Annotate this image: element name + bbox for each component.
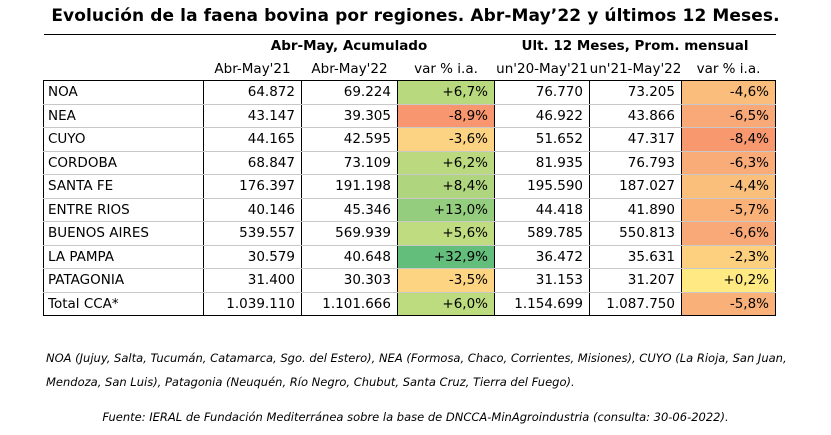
abr-may-22-value: 42.595 (301, 127, 398, 152)
jun21-may22-value: 76.793 (589, 151, 682, 175)
abr-may-22-value: 69.224 (301, 80, 398, 105)
col-header-jun21-may22: un'21-May'22 (589, 57, 682, 81)
abr-may-21-value: 176.397 (203, 174, 302, 199)
group-header-acumulado: Abr-May, Acumulado (203, 34, 495, 58)
abr-may-21-value: 539.557 (203, 221, 302, 246)
abr-may-21-value: 40.146 (203, 198, 302, 222)
jun20-may21-value: 46.922 (494, 104, 590, 128)
jun20-may21-value: 76.770 (494, 80, 590, 105)
jun21-may22-value: 550.813 (589, 221, 682, 246)
var-ult12-value: -4,6% (681, 80, 776, 105)
var-ult12-value: -2,3% (681, 245, 776, 269)
col-header-jun20-may21: un'20-May'21 (494, 57, 590, 81)
col-header-var-ult12: var % i.a. (681, 57, 776, 81)
total-jun20-may21: 1.154.699 (494, 291, 590, 316)
jun21-may22-value: 41.890 (589, 198, 682, 222)
total-abr-may-22: 1.101.666 (301, 291, 398, 316)
region-name: ENTRE RIOS (43, 198, 204, 222)
var-acum-value: +32,9% (397, 245, 495, 269)
table-row: PATAGONIA 31.400 30.303 -3,5% 31.153 31.207 +0… (43, 268, 776, 293)
jun21-may22-value: 47.317 (589, 127, 682, 152)
table-row: BUENOS AIRES 539.557 569.939 +5,6% 589.785 55… (43, 221, 776, 246)
table-row: SANTA FE 176.397 191.198 +8,4% 195.590 187.02… (43, 174, 776, 199)
jun21-may22-value: 31.207 (589, 268, 682, 293)
jun20-may21-value: 589.785 (494, 221, 590, 246)
jun20-may21-value: 195.590 (494, 174, 590, 199)
slaughter-table: Abr-May, Acumulado Ult. 12 Meses, Prom. … (43, 34, 776, 316)
total-var-ult12: -5,8% (681, 291, 776, 316)
source-note: Fuente: IERAL de Fundación Mediterránea … (102, 410, 729, 424)
region-name: NOA (43, 80, 204, 105)
group-header-ult12: Ult. 12 Meses, Prom. mensual (494, 34, 776, 58)
col-header-abr-may-22: Abr-May'22 (301, 57, 398, 81)
abr-may-22-value: 39.305 (301, 104, 398, 128)
var-acum-value: +13,0% (397, 198, 495, 222)
var-acum-value: -8,9% (397, 104, 495, 128)
regions-footnote: NOA (Jujuy, Salta, Tucumán, Catamarca, S… (46, 351, 787, 389)
region-name: PATAGONIA (43, 268, 204, 293)
var-ult12-value: -6,3% (681, 151, 776, 175)
abr-may-22-value: 191.198 (301, 174, 398, 199)
var-ult12-value: -4,4% (681, 174, 776, 199)
abr-may-22-value: 30.303 (301, 268, 398, 293)
var-ult12-value: +0,2% (681, 268, 776, 293)
total-jun21-may22: 1.087.750 (589, 291, 682, 316)
abr-may-21-value: 31.400 (203, 268, 302, 293)
jun20-may21-value: 31.153 (494, 268, 590, 293)
var-ult12-value: -6,6% (681, 221, 776, 246)
group-header-row: Abr-May, Acumulado Ult. 12 Meses, Prom. … (43, 34, 776, 58)
abr-may-21-value: 68.847 (203, 151, 302, 175)
jun20-may21-value: 36.472 (494, 245, 590, 269)
region-name: LA PAMPA (43, 245, 204, 269)
var-acum-value: -3,5% (397, 268, 495, 293)
var-ult12-value: -8,4% (681, 127, 776, 152)
region-name: SANTA FE (43, 174, 204, 199)
abr-may-22-value: 73.109 (301, 151, 398, 175)
region-name: BUENOS AIRES (43, 221, 204, 246)
region-name: CUYO (43, 127, 204, 152)
table-row: NEA 43.147 39.305 -8,9% 46.922 43.866 -6,5% (43, 104, 776, 128)
region-name: CORDOBA (43, 151, 204, 175)
col-header-abr-may-21: Abr-May'21 (203, 57, 302, 81)
abr-may-21-value: 43.147 (203, 104, 302, 128)
var-acum-value: -3,6% (397, 127, 495, 152)
table-row: CORDOBA 68.847 73.109 +6,2% 81.935 76.793 -6,3… (43, 151, 776, 175)
region-name: NEA (43, 104, 204, 128)
total-abr-may-21: 1.039.110 (203, 291, 302, 316)
abr-may-21-value: 44.165 (203, 127, 302, 152)
abr-may-22-value: 45.346 (301, 198, 398, 222)
abr-may-21-value: 64.872 (203, 80, 302, 105)
abr-may-21-value: 30.579 (203, 245, 302, 269)
total-row: Total CCA* 1.039.110 1.101.666 +6,0% 1.1… (43, 291, 776, 316)
var-ult12-value: -5,7% (681, 198, 776, 222)
var-acum-value: +5,6% (397, 221, 495, 246)
jun20-may21-value: 51.652 (494, 127, 590, 152)
jun21-may22-value: 187.027 (589, 174, 682, 199)
jun20-may21-value: 44.418 (494, 198, 590, 222)
var-acum-value: +6,7% (397, 80, 495, 105)
abr-may-22-value: 569.939 (301, 221, 398, 246)
table-row: CUYO 44.165 42.595 -3,6% 51.652 47.317 -8,4% (43, 127, 776, 152)
var-acum-value: +6,2% (397, 151, 495, 175)
var-ult12-value: -6,5% (681, 104, 776, 128)
table-row: NOA 64.872 69.224 +6,7% 76.770 73.205 -4,6% (43, 80, 776, 105)
var-acum-value: +8,4% (397, 174, 495, 199)
table-row: LA PAMPA 30.579 40.648 +32,9% 36.472 35.631 -2… (43, 245, 776, 269)
jun21-may22-value: 73.205 (589, 80, 682, 105)
total-var-acum: +6,0% (397, 291, 495, 316)
jun20-may21-value: 81.935 (494, 151, 590, 175)
abr-may-22-value: 40.648 (301, 245, 398, 269)
col-header-var-acum: var % i.a. (397, 57, 495, 81)
jun21-may22-value: 35.631 (589, 245, 682, 269)
jun21-may22-value: 43.866 (589, 104, 682, 128)
table-row: ENTRE RIOS 40.146 45.346 +13,0% 44.418 41.890… (43, 198, 776, 222)
column-header-row: Abr-May'21 Abr-May'22 var % i.a. un'20-M… (43, 57, 776, 81)
table-title: Evolución de la faena bovina por regione… (51, 6, 780, 26)
total-label: Total CCA* (43, 291, 204, 316)
